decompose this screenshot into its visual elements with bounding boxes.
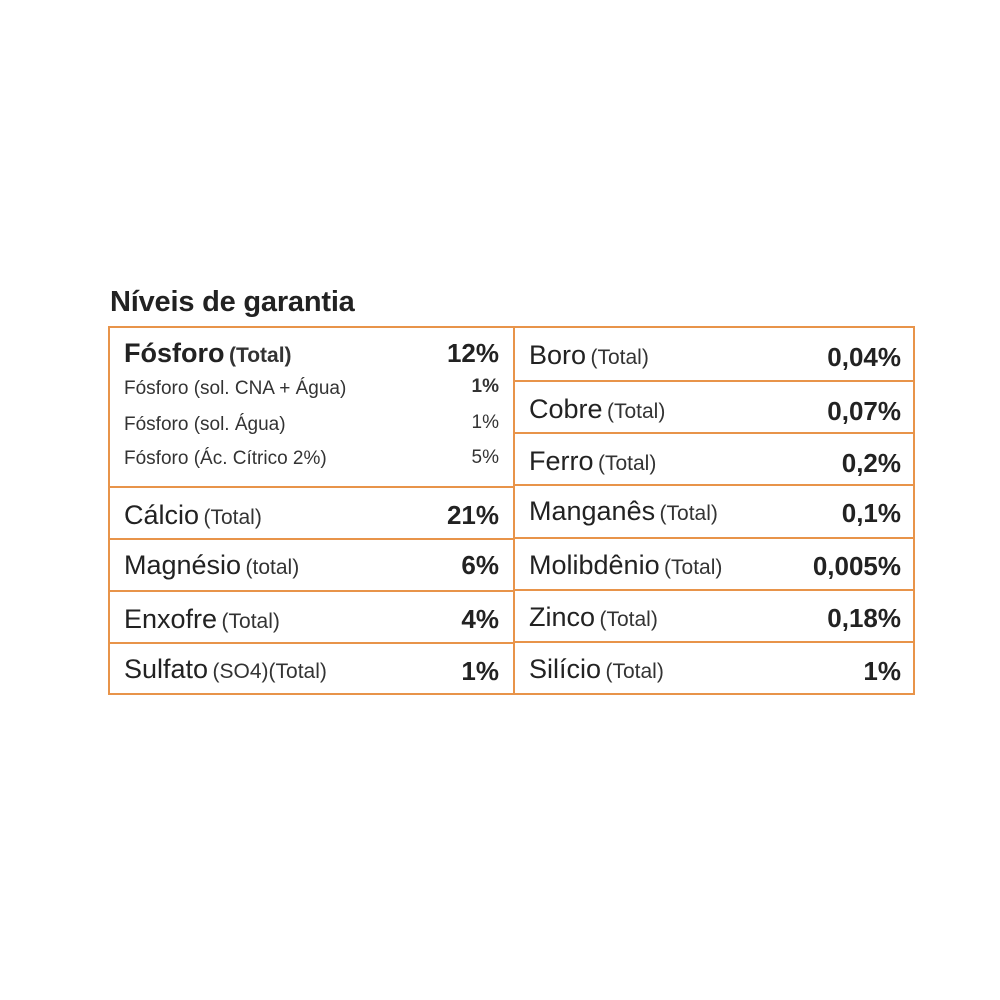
nutrient-row: Cálcio (Total) 21% — [110, 486, 513, 538]
nutrient-value: 0,005% — [812, 551, 901, 581]
nutrient-label: Zinco (Total) — [529, 602, 658, 633]
nutrient-name: Manganês — [529, 496, 656, 526]
nutrient-value: 21% — [446, 500, 499, 530]
fosforo-sub-value: 5% — [471, 447, 499, 468]
fosforo-sub-label: Fósforo (Ác. Cítrico 2%) — [124, 448, 327, 469]
nutrient-qualifier: (Total) — [597, 452, 657, 475]
nutrient-name: Molibdênio — [529, 550, 660, 580]
nutrient-value: 0,04% — [827, 342, 901, 372]
nutrient-value: 1% — [461, 656, 499, 686]
nutrient-qualifier: (Total) — [605, 660, 664, 683]
fosforo-sub-value: 1% — [471, 376, 499, 397]
nutrient-name: Ferro — [529, 446, 594, 476]
nutrient-value: 1% — [863, 656, 901, 686]
nutrient-label: Molibdênio (Total) — [529, 550, 722, 581]
nutrient-value: 4% — [461, 604, 499, 634]
nutrient-row: Ferro (Total) 0,2% — [515, 432, 915, 484]
nutrient-qualifier: (Total) — [664, 556, 723, 579]
guarantee-table: Fósforo (Total) 12% Fósforo (sol. CNA + … — [108, 326, 915, 695]
nutrient-row: Boro (Total) 0,04% — [515, 328, 915, 380]
nutrient-label: Ferro (Total) — [529, 446, 656, 477]
fosforo-qualifier: (Total) — [228, 344, 292, 367]
nutrient-label: Magnésio (total) — [124, 550, 299, 581]
nutrient-name: Cálcio — [124, 500, 200, 530]
fosforo-group: Fósforo (Total) 12% Fósforo (sol. CNA + … — [110, 328, 513, 486]
nutrient-row: Manganês (Total) 0,1% — [515, 484, 915, 537]
nutrient-qualifier: (Total) — [607, 400, 666, 423]
nutrient-name: Boro — [529, 340, 587, 370]
nutrient-row: Molibdênio (Total) 0,005% — [515, 537, 915, 589]
nutrient-name: Zinco — [529, 602, 596, 632]
fosforo-value: 12% — [446, 338, 499, 368]
nutrient-label: Boro (Total) — [529, 340, 649, 371]
fosforo-sub-label: Fósforo (sol. CNA + Água) — [124, 378, 347, 399]
nutrient-value: 0,2% — [841, 448, 901, 478]
nutrient-row: Sulfato (SO4)(Total) 1% — [110, 642, 513, 693]
nutrient-value: 0,1% — [841, 498, 901, 528]
nutrient-name: Magnésio — [124, 550, 242, 580]
nutrient-value: 6% — [461, 550, 499, 580]
table-title: Níveis de garantia — [110, 286, 355, 318]
fosforo-sub-label: Fósforo (sol. Água) — [124, 414, 286, 435]
nutrient-label: Sulfato (SO4)(Total) — [124, 654, 327, 685]
fosforo-name: Fósforo — [124, 338, 225, 368]
left-column: Fósforo (Total) 12% Fósforo (sol. CNA + … — [110, 328, 513, 693]
nutrient-row: Zinco (Total) 0,18% — [515, 589, 915, 641]
nutrient-label: Silício (Total) — [529, 654, 664, 685]
nutrient-qualifier: (Total) — [659, 502, 718, 525]
fosforo-sub-value: 1% — [471, 412, 499, 433]
nutrient-qualifier: (Total) — [221, 610, 280, 633]
nutrient-value: 0,18% — [827, 603, 901, 633]
nutrient-row: Silício (Total) 1% — [515, 641, 915, 693]
nutrient-qualifier: (Total) — [203, 506, 262, 529]
nutrient-row: Magnésio (total) 6% — [110, 538, 513, 590]
nutrient-label: Cobre (Total) — [529, 394, 665, 425]
nutrient-qualifier: (Total) — [590, 346, 649, 369]
nutrient-label: Manganês (Total) — [529, 496, 718, 527]
fosforo-label: Fósforo (Total) — [124, 338, 292, 369]
right-column: Boro (Total) 0,04% Cobre (Total) 0,07% F… — [513, 328, 915, 693]
nutrient-name: Cobre — [529, 394, 603, 424]
nutrient-name: Silício — [529, 654, 602, 684]
nutrient-qualifier: (total) — [245, 556, 300, 579]
nutrient-name: Enxofre — [124, 604, 218, 634]
nutrient-label: Enxofre (Total) — [124, 604, 280, 635]
nutrient-qualifier: (SO4)(Total) — [212, 660, 327, 683]
nutrient-value: 0,07% — [827, 396, 901, 426]
nutrient-row: Cobre (Total) 0,07% — [515, 380, 915, 432]
nutrient-name: Sulfato — [124, 654, 209, 684]
nutrient-label: Cálcio (Total) — [124, 500, 262, 531]
nutrient-qualifier: (Total) — [599, 608, 658, 631]
nutrient-row: Enxofre (Total) 4% — [110, 590, 513, 642]
